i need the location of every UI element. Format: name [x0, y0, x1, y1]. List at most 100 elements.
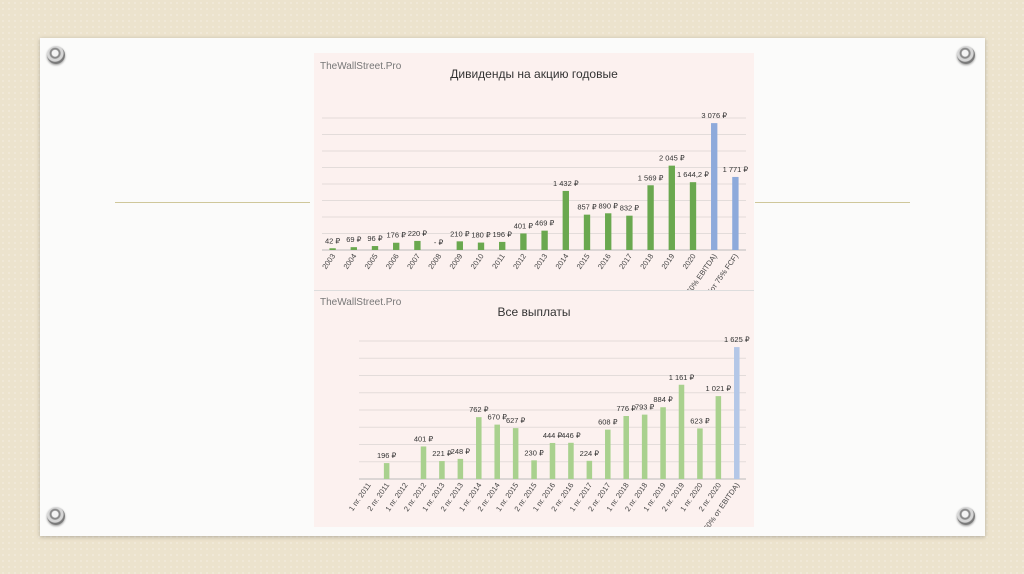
pin-icon — [47, 507, 65, 525]
tick-label: 2011 — [490, 252, 507, 270]
data-label: 884 ₽ — [653, 395, 673, 404]
data-label: 444 ₽ — [543, 431, 563, 440]
data-label: 230 ₽ — [524, 448, 544, 457]
data-label: 180 ₽ — [471, 231, 491, 240]
data-label: - ₽ — [434, 238, 444, 247]
bar — [512, 428, 519, 479]
tick-label: 2004 — [341, 252, 358, 271]
tick-label: 2010 — [469, 252, 486, 271]
data-label: 1 432 ₽ — [553, 179, 579, 188]
bar — [476, 417, 482, 479]
bar — [531, 460, 537, 479]
bar — [393, 242, 400, 250]
bar — [541, 230, 548, 250]
data-label: 3 076 ₽ — [701, 111, 727, 120]
bar — [414, 240, 421, 250]
tick-label: 2020 — [681, 252, 698, 271]
data-label: 401 ₽ — [514, 221, 534, 230]
tick-label: 2003 — [320, 252, 337, 271]
bar — [660, 407, 666, 479]
tick-label: 2019 — [659, 252, 676, 271]
data-label: 401 ₽ — [414, 434, 434, 443]
data-label: 776 ₽ — [617, 404, 637, 413]
bar — [383, 463, 390, 479]
data-label: 69 ₽ — [346, 235, 361, 244]
data-label: 670 ₽ — [488, 413, 508, 422]
bar — [457, 458, 464, 479]
data-label: 176 ₽ — [387, 231, 407, 240]
bar — [494, 424, 500, 479]
data-label: 469 ₽ — [535, 219, 555, 228]
bar — [715, 396, 722, 479]
data-label: 196 ₽ — [493, 230, 513, 239]
data-label: 210 ₽ — [450, 229, 470, 238]
data-label: 1 644,2 ₽ — [677, 170, 709, 179]
all-payouts-chart-panel: TheWallStreet.Pro Все выплаты 1 пг. 2011… — [314, 290, 754, 527]
bar — [689, 182, 697, 250]
bar — [329, 248, 336, 250]
bar — [605, 429, 611, 479]
pin-icon — [47, 46, 65, 64]
data-label: 793 ₽ — [635, 403, 655, 412]
bar — [420, 446, 427, 479]
data-label: 1 161 ₽ — [669, 373, 695, 382]
data-label: 627 ₽ — [506, 416, 526, 425]
bar — [583, 214, 591, 250]
bar — [697, 428, 703, 479]
tick-label: 2015 — [575, 252, 592, 271]
decorative-rule-left — [115, 202, 310, 203]
data-label: 1 625 ₽ — [724, 335, 750, 344]
bar — [568, 442, 574, 479]
data-label: 1 569 ₽ — [638, 173, 664, 182]
tick-label: 2013 — [532, 252, 549, 271]
data-label: 196 ₽ — [377, 451, 397, 460]
bar — [711, 123, 718, 250]
data-label: 446 ₽ — [561, 431, 581, 440]
data-label: 224 ₽ — [580, 449, 600, 458]
tick-label: 2016 — [596, 252, 613, 271]
bar — [626, 215, 633, 250]
bar — [647, 185, 654, 250]
data-label: 832 ₽ — [620, 204, 640, 213]
data-label: 608 ₽ — [598, 418, 618, 427]
data-label: 623 ₽ — [690, 416, 710, 425]
bar — [605, 213, 612, 250]
decorative-rule-right — [755, 202, 910, 203]
annual-dividends-chart-panel: TheWallStreet.Pro Дивиденды на акцию год… — [314, 53, 754, 290]
data-label: 1 771 ₽ — [723, 165, 749, 174]
bar — [499, 241, 506, 250]
data-label: 762 ₽ — [469, 405, 489, 414]
data-label: 2 045 ₽ — [659, 154, 685, 163]
tick-label: 2009 — [447, 252, 464, 271]
tick-label: 2014 — [553, 252, 570, 271]
data-label: 248 ₽ — [451, 447, 471, 456]
bar — [668, 165, 675, 250]
bar — [562, 190, 569, 250]
bar — [678, 384, 685, 479]
tick-label: 2018 — [638, 252, 655, 271]
slide: TheWallStreet.Pro Дивиденды на акцию год… — [40, 38, 985, 536]
chart-title: Все выплаты — [497, 305, 571, 319]
bar — [520, 233, 527, 250]
data-label: 96 ₽ — [367, 234, 382, 243]
tick-label: 2012 — [511, 252, 528, 271]
bar — [439, 461, 445, 479]
watermark-brand: TheWallStreet.Pro — [320, 297, 402, 308]
data-label: 220 ₽ — [408, 229, 428, 238]
bar — [350, 247, 357, 250]
bar — [456, 241, 463, 250]
bar — [371, 246, 379, 250]
annual-dividends-chart: 42 ₽ 2003 69 ₽ 2004 96 ₽ 2005 176 ₽ 2006 220 ₽ 20… — [320, 111, 749, 290]
tick-label: 2006 — [384, 252, 401, 271]
watermark-brand: TheWallStreet.Pro — [320, 61, 402, 72]
bar — [734, 347, 740, 479]
data-label: 857 ₽ — [577, 203, 597, 212]
pin-icon — [957, 46, 975, 64]
bar — [732, 176, 739, 250]
bar — [477, 242, 485, 250]
tick-label: 2007 — [405, 252, 422, 271]
bar — [641, 414, 648, 479]
chart-title: Дивиденды на акцию годовые — [450, 67, 618, 81]
pin-icon — [957, 507, 975, 525]
